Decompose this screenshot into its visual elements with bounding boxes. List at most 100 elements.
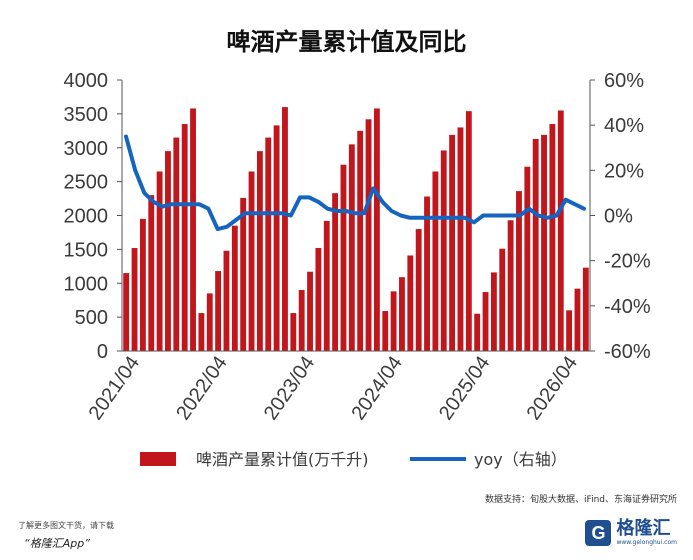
bar (123, 273, 130, 351)
bar (557, 110, 564, 351)
bar (574, 288, 581, 351)
bar (206, 293, 213, 351)
yoy-point (189, 203, 191, 205)
bar (357, 130, 364, 351)
right-tick-label: 40% (604, 115, 644, 137)
yoy-point (555, 214, 558, 217)
bar (340, 164, 347, 351)
yoy-point (473, 221, 475, 223)
source-note: 数据支持：旬股大数据、iFind、东海证券研究所 (485, 495, 677, 505)
yoy-point (482, 214, 484, 217)
bar (566, 310, 573, 351)
chart-title: 啤酒产量累计值及同比 (226, 28, 467, 56)
yoy-point (235, 219, 237, 221)
yoy-point (299, 196, 301, 199)
yoy-point (354, 212, 356, 214)
x-tick-label: 2022/04 (172, 352, 231, 424)
left-tick-label: 2500 (64, 172, 109, 194)
yoy-point (125, 135, 127, 138)
yoy-point (134, 169, 136, 171)
yoy-point (244, 212, 246, 214)
yoy-point (436, 217, 439, 219)
right-tick-label: 20% (604, 160, 644, 182)
yoy-point (253, 212, 255, 214)
x-tick-label: 2025/04 (435, 352, 494, 424)
yoy-point (418, 217, 420, 219)
bar (407, 255, 414, 351)
yoy-point (446, 217, 448, 219)
bar (223, 250, 230, 351)
yoy-point (308, 196, 310, 199)
bar (148, 195, 155, 351)
bar (440, 150, 447, 351)
bar (499, 248, 506, 351)
bar (382, 311, 389, 351)
bar (424, 196, 430, 351)
bar (432, 171, 439, 351)
bar (139, 218, 146, 351)
bar (273, 125, 280, 351)
left-tick-label: 4000 (64, 70, 109, 92)
yoy-point (217, 228, 219, 230)
bar (415, 229, 422, 351)
legend-bar-swatch (140, 452, 176, 466)
yoy-point (510, 214, 512, 217)
yoy-point (409, 217, 411, 219)
bar (399, 277, 405, 351)
bar (265, 137, 272, 351)
yoy-point (537, 214, 539, 217)
yoy-point (152, 201, 155, 203)
yoy-point (281, 212, 283, 214)
yoy-point (574, 203, 576, 205)
left-tick-label: 3500 (64, 104, 109, 126)
bar (507, 220, 514, 351)
yoy-point (500, 214, 503, 217)
left-tick-label: 1500 (64, 239, 109, 261)
yoy-point (207, 208, 210, 210)
yoy-point (528, 208, 530, 210)
yoy-point (345, 210, 347, 212)
yoy-point (317, 201, 319, 203)
left-tick-label: 2000 (64, 206, 109, 228)
right-tick-label: 60% (604, 70, 644, 92)
bar (465, 111, 472, 351)
yoy-point (565, 199, 567, 201)
bar (240, 197, 247, 351)
yoy-point (546, 217, 548, 219)
yoy-point (519, 214, 521, 217)
bar (532, 138, 539, 351)
bar (390, 291, 397, 351)
bar (131, 248, 138, 351)
bar (256, 151, 263, 351)
bar (516, 191, 522, 351)
bar (173, 137, 180, 351)
yoy-point (391, 210, 393, 212)
right-tick-label: 0% (604, 206, 633, 228)
yoy-point (583, 208, 585, 210)
yoy-point (427, 217, 429, 219)
bar (365, 119, 372, 351)
x-tick-label: 2026/04 (523, 352, 582, 424)
logo-icon: G (585, 520, 612, 546)
left-tick-label: 0 (97, 341, 108, 363)
bar (348, 144, 355, 351)
footer-note: 了解更多图文干货，请下载 (18, 521, 114, 530)
bar (449, 134, 456, 351)
bar (373, 108, 380, 351)
bar (198, 313, 205, 351)
bar (549, 124, 556, 351)
bar (282, 107, 288, 351)
yoy-point (262, 212, 264, 214)
bar (248, 171, 255, 351)
footer-app-name: “格隆汇App” (24, 537, 90, 550)
left-tick-label: 3000 (64, 138, 109, 160)
yoy-point (226, 226, 228, 228)
bar (323, 220, 330, 351)
yoy-point (372, 187, 374, 189)
yoy-point (180, 203, 182, 205)
yoy-point (143, 192, 145, 194)
legend-line-label: yoy（右轴） (474, 450, 567, 469)
legend: 啤酒产量累计值(万千升) yoy（右轴） (140, 450, 567, 469)
right-tick-label: -20% (604, 251, 651, 273)
